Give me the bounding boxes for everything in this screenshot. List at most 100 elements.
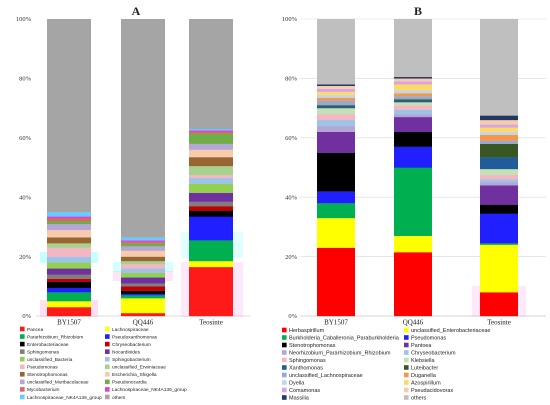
legend-swatch: [20, 379, 25, 385]
legend-item: unclassified_Lachnospiraceae: [282, 372, 363, 379]
bar-segment: [394, 114, 432, 118]
bar-segment: [189, 192, 233, 202]
bar-segment: [121, 268, 165, 274]
bar-segment: [121, 293, 165, 296]
legend-label: Neorhizobium_Pararhizobium_Rhizobium: [289, 350, 391, 356]
legend-swatch: [404, 365, 409, 370]
bar-segment: [394, 96, 432, 100]
bar-segment: [480, 185, 518, 205]
bar-segment: [317, 84, 355, 86]
bar-segment: [394, 76, 432, 79]
legend-item: Azospirillum: [404, 380, 441, 386]
legend-swatch: [105, 341, 110, 347]
legend-item: Chryseobacterium: [105, 341, 151, 348]
bar-segment: [47, 256, 91, 263]
x-tick-label: QQ446: [403, 319, 424, 327]
legend-label: Burkholderia_Caballeronia_Paraburkholder…: [289, 335, 400, 341]
bar-segment: [480, 143, 518, 158]
legend-swatch: [105, 364, 110, 370]
bar-segment: [121, 313, 165, 317]
legend-label: Herbaspirillum: [289, 328, 325, 334]
bar-segment: [47, 212, 91, 217]
bar-segment: [394, 252, 432, 317]
bar-segment: [121, 264, 165, 269]
legend-swatch: [20, 349, 25, 354]
legend-item: Lachnospiraceae_NK4A136_group: [20, 394, 102, 401]
legend-label: unclassified_Enterobacteriaceae: [411, 328, 491, 334]
legend-item: Pseudacidovorax: [404, 387, 453, 394]
legend-label: Luteibacter: [411, 365, 438, 371]
y-tick-label: 40%: [285, 194, 298, 201]
bar-segment: [394, 84, 432, 91]
bar-segment: [480, 134, 518, 141]
chart-title: A: [132, 4, 141, 18]
y-tick-label: 100%: [282, 16, 298, 23]
bar-segment: [121, 272, 165, 278]
legend-label: Pancea: [27, 327, 44, 333]
legend-swatch: [282, 327, 287, 333]
bar-segment: [47, 237, 91, 244]
legend-label: Chryseobacterium: [112, 342, 151, 348]
stacked-bar: [121, 19, 165, 317]
bar-segment: [480, 179, 518, 183]
legend-swatch: [404, 327, 409, 333]
legend-item: Pararhizobium_Rhizobium: [20, 334, 83, 340]
legend-swatch: [20, 372, 25, 377]
legend-item: unclassified_Bacteria: [20, 356, 73, 363]
bar-segment: [189, 133, 233, 144]
bar-segment: [394, 102, 432, 106]
legend: Herbaspirillum unclassified_Enterobacteri…: [282, 327, 491, 401]
legend-swatch: [404, 350, 409, 355]
bar-segment: [394, 99, 432, 101]
legend-item: others: [105, 394, 126, 401]
legend-label: others: [112, 395, 126, 401]
bar-segment: [47, 278, 91, 282]
legend-swatch: [404, 380, 409, 385]
bar-segment: [121, 241, 165, 244]
y-tick-label: 20%: [285, 254, 298, 261]
legend-swatch: [20, 334, 25, 339]
legend-swatch: [404, 335, 409, 340]
bar-segment: [394, 93, 432, 97]
legend-item: unclassified_Muribaculaceae: [20, 379, 89, 386]
bar-segment: [189, 149, 233, 158]
bar-segment: [480, 168, 518, 176]
bar-segment: [189, 143, 233, 150]
bar-segment: [317, 131, 355, 153]
bar-segment: [317, 108, 355, 115]
legend-item: Duganella: [404, 372, 437, 379]
x-tick-label: Teosinte: [487, 319, 511, 327]
legend-label: Sphingomonas: [27, 349, 60, 355]
bar-segment: [480, 131, 518, 135]
legend-label: Lachnospiraceae_NK4A136_group: [112, 387, 187, 393]
bar-segment: [189, 174, 233, 179]
legend-swatch: [282, 387, 287, 393]
bar-segment: [394, 81, 432, 85]
legend-item: Pseudomonas: [20, 364, 58, 371]
bar-segment: [121, 246, 165, 251]
legend-label: Stenotrophomonas: [289, 343, 336, 349]
legend-swatch: [404, 387, 409, 393]
highlight-glow: [40, 232, 526, 317]
legend-swatch: [404, 357, 409, 363]
bar-segment: [189, 128, 233, 131]
bar-segment: [189, 183, 233, 193]
legend-swatch: [105, 356, 110, 362]
legend-swatch: [282, 380, 287, 385]
legend-item: Lachnospiraceae: [105, 326, 149, 333]
bar-segment: [394, 117, 432, 133]
legend-item: Stenotrophomonas: [282, 342, 336, 349]
legend-label: Klebsiella: [411, 358, 435, 364]
bar-segment: [47, 217, 91, 222]
bar-segment: [189, 130, 233, 133]
bar-segment: [189, 19, 233, 130]
legend-item: Sphingomonas: [282, 357, 326, 364]
legend-label: Nocardioides: [112, 349, 141, 355]
legend-item: Escherichia_Shigella: [105, 372, 157, 378]
bar-segment: [480, 174, 518, 180]
bar-segment: [317, 217, 355, 248]
bar-segment: [189, 266, 233, 317]
bar-segment: [47, 216, 91, 219]
legend-label: Xanthomonas: [289, 365, 323, 371]
legend-item: Pantoea: [404, 342, 432, 349]
